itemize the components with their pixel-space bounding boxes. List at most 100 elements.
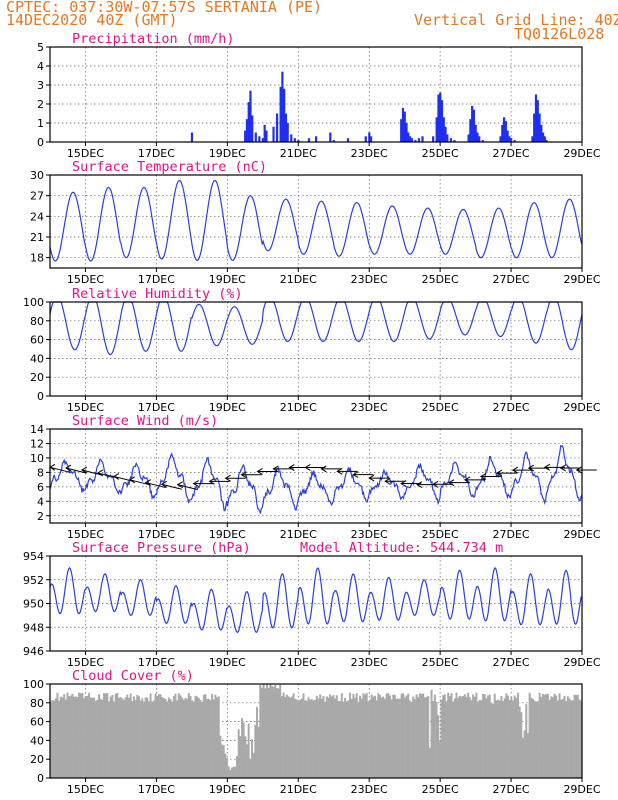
cloud-bar [222, 745, 225, 778]
cloud-bar [374, 695, 376, 778]
precip-bar [469, 119, 472, 142]
cloud-bar [254, 724, 257, 778]
x-tick-label: 23DEC [351, 401, 388, 414]
x-tick-label: 19DEC [209, 401, 246, 414]
cloud-bar [64, 699, 67, 778]
rh-panel: 15DEC 17DEC 19DEC 21DEC 23DEC 25DEC 27DEC 29DEC… [23, 286, 601, 414]
x-tick-label: 29DEC [563, 273, 600, 286]
precip-bar [510, 138, 513, 142]
precip-bar [435, 117, 438, 142]
precip-bar [279, 86, 282, 142]
precip-bar [541, 132, 545, 142]
precip-bar [437, 94, 440, 142]
cloud-bar [76, 697, 79, 778]
cloud-bar [197, 697, 200, 778]
cloud-bar [576, 694, 579, 778]
cloud-bar [389, 695, 391, 778]
cloud-bar [518, 706, 521, 778]
cloud-bar [553, 693, 556, 778]
cloud-bar [502, 700, 505, 778]
cloud-bar [556, 700, 559, 778]
temp-frame [49, 174, 583, 269]
precip-bar [251, 115, 254, 142]
x-tick-label: 23DEC [351, 656, 388, 669]
cloud-bar [204, 694, 207, 778]
cloud-bar [79, 693, 82, 778]
x-tick-label: 17DEC [138, 783, 175, 796]
cloud-bar [347, 700, 350, 778]
cloud-bar [393, 695, 396, 778]
cloud-bar [485, 698, 488, 778]
cloud-bar [443, 694, 446, 778]
cloud-bar [196, 696, 199, 778]
cloud-bar [144, 697, 147, 778]
precip-bar [254, 132, 257, 142]
wind-arrow-head [176, 481, 183, 489]
cloud-bar [96, 699, 99, 778]
cloud-bar [176, 700, 179, 778]
cloud-bar [390, 699, 393, 778]
cloud-bar [330, 696, 333, 778]
y-tick-label: 60 [30, 334, 44, 347]
cloud-bar [141, 698, 144, 778]
y-tick-label: 0 [37, 390, 44, 403]
x-tick-label: 27DEC [493, 401, 530, 414]
cloud-bar [335, 695, 338, 778]
cloud-bar [387, 693, 390, 778]
cloud-bar [139, 700, 142, 778]
wind-arrow [177, 484, 198, 491]
y-tick-label: 4 [37, 495, 44, 508]
precip-bar [472, 109, 476, 142]
cloud-bar [307, 697, 310, 778]
cloud-bar [104, 693, 107, 778]
cloud-bar [209, 700, 212, 778]
cloud-bar [211, 693, 214, 778]
precip-bar [364, 136, 367, 142]
wind-arrow-head [112, 472, 120, 480]
cloud-bar [53, 700, 56, 778]
cloud-bar [280, 695, 283, 778]
precip-bar [405, 123, 408, 142]
x-tick-label: 21DEC [280, 783, 317, 796]
precip-bar [513, 140, 516, 142]
y-tick-label: 40 [30, 734, 44, 747]
cloud-bar [412, 696, 415, 778]
cloud-bar [56, 692, 59, 778]
cloud-bar [219, 735, 222, 778]
cloud-bar [99, 698, 102, 778]
x-tick-label: 23DEC [351, 783, 388, 796]
cloud-bar [186, 698, 189, 778]
precip-bar [504, 121, 507, 142]
wind-arrow-head [144, 479, 152, 486]
cloud-bar [164, 699, 167, 778]
cloud-bar [269, 684, 272, 778]
precip-bar [471, 105, 474, 142]
cloud-bar [184, 698, 187, 778]
cloud-bar [287, 696, 290, 778]
cloud-bar [312, 700, 315, 778]
run-date: 14DEC2020 40Z (GMT) [6, 11, 178, 29]
cloud-bar [432, 700, 435, 778]
x-tick-label: 17DEC [138, 528, 175, 541]
cloud-bar [531, 698, 534, 778]
cloud-bar [231, 767, 234, 778]
wind-arrow [129, 479, 150, 486]
cloud-bar [264, 688, 267, 778]
cloud-bar [89, 697, 92, 778]
cloud-bar [505, 693, 508, 778]
precip-bar [369, 136, 373, 142]
precip-bar [538, 113, 541, 142]
wind-arrow-head [575, 466, 582, 474]
cloud-bar [199, 700, 202, 778]
cloud-bar [483, 694, 486, 778]
cloud-bar [535, 701, 538, 778]
cloud-bar [460, 696, 463, 778]
cloud-bar [568, 698, 571, 778]
precip-bar [401, 107, 405, 142]
precip-bar [449, 138, 452, 142]
cloud-bar [570, 700, 573, 778]
cloud-bar [294, 698, 297, 778]
cloud-bar [123, 699, 125, 778]
cloud-bar [124, 697, 127, 778]
cloud-bar [385, 693, 388, 778]
